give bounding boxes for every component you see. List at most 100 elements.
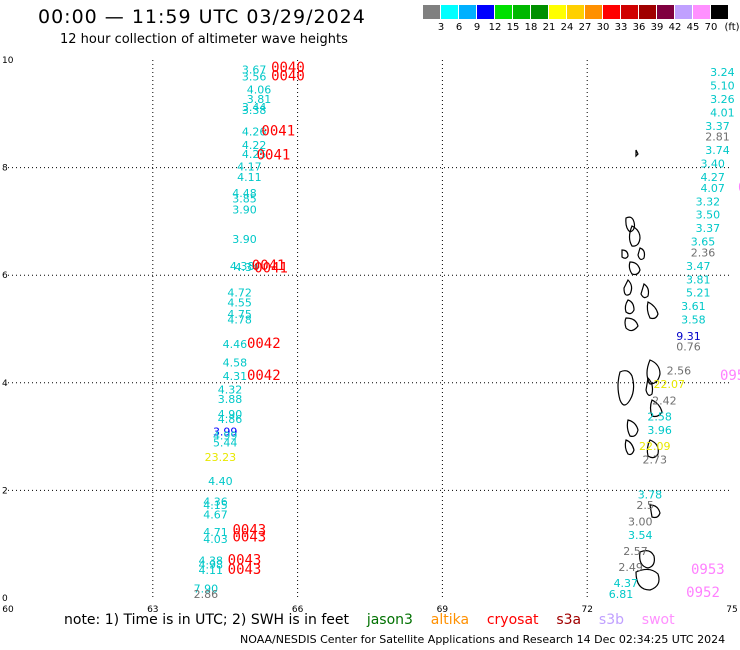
wave-height-label: 2.81 xyxy=(705,131,730,144)
wave-height-label: 4.98 xyxy=(198,558,223,571)
wave-height-label: 4.75 xyxy=(227,308,252,321)
wave-height-label: 4.01 xyxy=(710,106,735,119)
wave-height-label: 3.78 xyxy=(638,488,663,501)
wave-height-label: 3.85 xyxy=(232,193,257,206)
wave-height-label: 22.07 xyxy=(654,378,686,391)
page-subtitle: 12 hour collection of altimeter wave hei… xyxy=(60,32,348,47)
lat-tick-2: 2 xyxy=(2,486,8,496)
legend-label: 3 xyxy=(437,22,445,33)
note-line: note: 1) Time is in UTC; 2) SWH is in fe… xyxy=(64,612,675,628)
legend-swatch xyxy=(531,5,549,19)
wave-height-label: 3.61 xyxy=(681,300,706,313)
lon-tick-75: 75 xyxy=(726,605,737,615)
lat-tick-4: 4 xyxy=(2,379,8,389)
satellite-name: altika xyxy=(412,612,470,628)
wave-height-label: 4.40 xyxy=(208,475,233,488)
footer-credit: NOAA/NESDIS Center for Satellite Applica… xyxy=(240,633,726,646)
wave-height-label: 3.37 xyxy=(696,222,721,235)
legend-swatch xyxy=(423,5,441,19)
wave-height-label: 4.48 xyxy=(232,187,257,200)
lon-tick-63: 63 xyxy=(147,605,158,615)
wave-height-label: 4.90 xyxy=(218,408,243,421)
wave-height-label: 4.78 xyxy=(227,314,252,327)
wave-height-label: 4.06 xyxy=(247,83,272,96)
legend-label: 6 xyxy=(455,22,463,33)
wave-height-label: 3.37 xyxy=(705,120,730,133)
wave-height-label: 4.26 xyxy=(242,125,267,138)
wave-height-label: 0.76 xyxy=(676,341,701,354)
wave-height-label: 4.32 xyxy=(218,384,243,397)
wave-height-label: 3.99 xyxy=(213,426,238,439)
legend-label: 33 xyxy=(614,22,628,33)
pass-time-label: 0043 xyxy=(232,530,266,546)
wave-height-label: 3.44 xyxy=(242,101,267,114)
satellite-name: swot xyxy=(624,612,675,628)
legend-label: 36 xyxy=(632,22,646,33)
wave-height-label: 4.55 xyxy=(227,296,252,309)
wave-height-label: 23.23 xyxy=(205,451,237,464)
legend-swatch xyxy=(657,5,675,19)
wave-height-label: 3.47 xyxy=(686,260,711,273)
legend-label: 27 xyxy=(578,22,592,33)
wave-height-label: 3.90 xyxy=(232,203,257,216)
pass-time-label: 0041 xyxy=(257,148,291,164)
map-grid xyxy=(8,60,732,598)
legend-swatch xyxy=(441,5,459,19)
wave-height-label: 2.36 xyxy=(691,246,716,259)
pass-time-label: 0041 xyxy=(254,261,288,277)
satellite-name: s3a xyxy=(538,612,582,628)
lat-tick-8: 8 xyxy=(2,164,8,174)
legend-label: 21 xyxy=(542,22,556,33)
pass-time-label: 0952 xyxy=(686,585,720,601)
wave-height-label: 4.67 xyxy=(203,508,228,521)
lon-tick-66: 66 xyxy=(292,605,304,615)
pass-time-label: 0041 xyxy=(261,123,295,139)
wave-height-label: 7.90 xyxy=(194,583,219,596)
wave-height-label: 4.99 xyxy=(213,429,238,442)
pass-time-label: 0042 xyxy=(247,368,281,384)
wave-height-label: 4.46 xyxy=(223,338,248,351)
legend-swatch xyxy=(675,5,693,19)
pass-time-label: 0043 xyxy=(228,562,262,578)
wave-height-label: 2.5 xyxy=(636,499,654,512)
legend-unit: (ft) xyxy=(724,22,740,33)
lat-tick-6: 6 xyxy=(2,271,8,281)
wave-height-label: 3.81 xyxy=(686,273,711,286)
legend-swatch xyxy=(603,5,621,19)
legend-swatch xyxy=(639,5,657,19)
wave-height-label: 2.58 xyxy=(647,410,672,423)
wave-height-label: 4.58 xyxy=(223,357,248,370)
lon-tick-72: 72 xyxy=(581,605,592,615)
legend-swatch xyxy=(513,5,531,19)
lon-tick-69: 69 xyxy=(437,605,449,615)
legend-swatch xyxy=(621,5,639,19)
legend-swatch xyxy=(585,5,603,19)
legend-label: 15 xyxy=(506,22,520,33)
pass-time-label: 0041 xyxy=(252,258,286,274)
page-title: 00:00 — 11:59 UTC 03/29/2024 xyxy=(38,6,366,28)
satellite-name: s3b xyxy=(581,612,624,628)
wave-height-label: 3.67 xyxy=(242,63,267,76)
legend-label: 30 xyxy=(596,22,610,33)
pass-time-label: 0954 xyxy=(720,368,740,384)
wave-height-label: 4.37 xyxy=(614,577,639,590)
wave-height-label: 4.17 xyxy=(237,160,262,173)
wave-height-label: 4.31 xyxy=(223,370,248,383)
wave-height-label: 3.00 xyxy=(628,515,653,528)
time-labels: 0040004000410041004100410042004200430043… xyxy=(228,60,740,601)
wave-height-label: 22.09 xyxy=(639,440,671,453)
map-axes: 60 63 66 69 72 75 0 2 4 6 8 10 xyxy=(2,56,738,615)
wave-height-label: 3.74 xyxy=(705,144,730,157)
wave-height-label: 3.40 xyxy=(700,158,725,171)
legend-swatch xyxy=(549,5,567,19)
wave-height-label: 4.22 xyxy=(242,139,267,152)
wave-height-label: 2.86 xyxy=(194,588,219,601)
note-text: note: 1) Time is in UTC; 2) SWH is in fe… xyxy=(64,612,350,628)
wave-height-label: 4.15 xyxy=(203,499,228,512)
wave-height-label: 3.96 xyxy=(647,424,672,437)
legend-swatch xyxy=(711,5,729,19)
pass-time-label: 0953 xyxy=(691,562,725,578)
wave-height-label: 3.81 xyxy=(247,93,272,106)
lat-tick-10: 10 xyxy=(2,56,14,66)
